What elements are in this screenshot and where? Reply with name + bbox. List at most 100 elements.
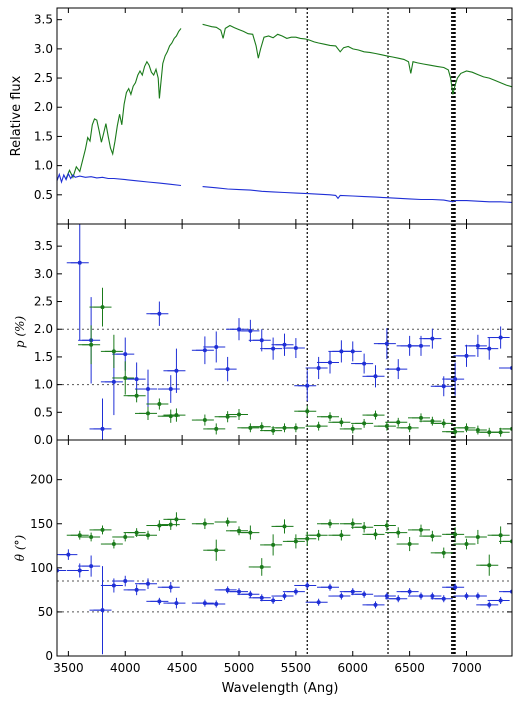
data-marker	[168, 585, 173, 590]
data-point	[373, 421, 396, 431]
data-marker	[419, 527, 423, 532]
data-point	[476, 601, 499, 609]
data-marker	[475, 594, 480, 599]
data-point	[305, 529, 328, 541]
data-point	[100, 539, 123, 549]
data-point	[419, 416, 442, 426]
data-point	[442, 527, 465, 542]
data-marker	[214, 548, 219, 553]
data-marker	[396, 367, 401, 372]
data-point	[464, 529, 487, 545]
data-marker	[100, 305, 105, 310]
data-point	[123, 389, 146, 403]
y-tick-label: 200	[30, 473, 53, 487]
y-tick-label: 2.0	[34, 100, 53, 114]
data-point	[430, 595, 453, 603]
data-point	[248, 329, 271, 352]
plot-area	[57, 440, 512, 656]
data-point	[317, 412, 339, 422]
data-marker	[89, 534, 94, 539]
data-marker	[237, 528, 241, 533]
plot-area	[57, 8, 512, 224]
data-marker	[373, 602, 378, 607]
data-marker	[123, 534, 128, 539]
data-point	[146, 301, 169, 326]
data-marker	[464, 542, 469, 547]
flux-series-line	[57, 172, 182, 187]
axes-frame	[56, 223, 513, 441]
data-marker	[237, 327, 241, 332]
data-marker	[396, 530, 401, 535]
y-tick-label: 1.5	[34, 129, 53, 143]
data-point	[373, 520, 396, 531]
data-point	[237, 590, 260, 598]
data-marker	[111, 379, 116, 384]
data-point	[396, 423, 419, 433]
data-marker	[100, 608, 105, 613]
data-marker	[384, 523, 389, 528]
data-point	[78, 297, 101, 384]
data-point	[163, 512, 186, 527]
data-marker	[225, 414, 230, 419]
data-marker	[157, 311, 162, 316]
data-marker	[419, 343, 423, 348]
data-point	[419, 592, 442, 600]
data-marker	[214, 601, 219, 606]
data-marker	[487, 346, 492, 351]
data-marker	[248, 592, 253, 597]
x-tick-label: 7000	[451, 661, 482, 675]
data-marker	[453, 585, 458, 590]
data-point	[476, 554, 499, 576]
data-marker	[441, 421, 446, 426]
data-point	[294, 370, 317, 402]
data-marker	[362, 592, 367, 597]
data-point	[396, 536, 419, 552]
x-tick-label: 6000	[337, 661, 368, 675]
data-marker	[487, 563, 492, 568]
y-tick-label: 0	[45, 649, 53, 663]
data-marker	[339, 533, 344, 538]
data-marker	[293, 346, 298, 351]
data-marker	[430, 419, 435, 424]
data-point	[271, 592, 294, 600]
data-marker	[305, 583, 310, 588]
data-point	[339, 341, 362, 362]
data-point	[66, 563, 89, 578]
data-marker	[441, 596, 446, 601]
data-marker	[225, 367, 230, 372]
x-tick-label: 5000	[224, 661, 255, 675]
data-point	[248, 594, 271, 602]
data-point	[163, 348, 186, 393]
data-point	[203, 539, 226, 561]
data-point	[453, 538, 476, 550]
data-point	[112, 532, 135, 542]
data-marker	[316, 600, 321, 605]
data-point	[305, 598, 328, 606]
data-point	[362, 601, 385, 609]
data-point	[499, 588, 512, 596]
data-point	[89, 287, 112, 327]
data-point	[66, 530, 89, 540]
flux-panel: 0.5 1.0 1.5 2.0 2.5 3.0 3.5 Relative flux	[9, 7, 513, 225]
data-point	[237, 319, 260, 342]
data-marker	[123, 375, 128, 380]
angle-panel: 0 50 100 150 200 3500 4000 4500 5000 5500 6000 6500…	[13, 439, 513, 675]
data-point	[328, 417, 351, 427]
data-marker	[282, 594, 287, 599]
data-point	[214, 356, 237, 382]
data-marker	[350, 589, 355, 594]
data-point	[351, 521, 374, 533]
data-marker	[350, 426, 355, 431]
data-point	[226, 526, 248, 536]
y-tick-label: 150	[30, 517, 53, 531]
y-tick-label: 3.5	[34, 239, 53, 253]
data-point	[157, 519, 180, 530]
data-marker	[362, 361, 367, 366]
y-tick-label: 2.5	[34, 71, 53, 85]
data-marker	[350, 521, 355, 526]
data-marker	[430, 336, 435, 341]
data-marker	[475, 428, 480, 433]
data-marker	[396, 420, 401, 425]
data-point	[260, 534, 283, 556]
